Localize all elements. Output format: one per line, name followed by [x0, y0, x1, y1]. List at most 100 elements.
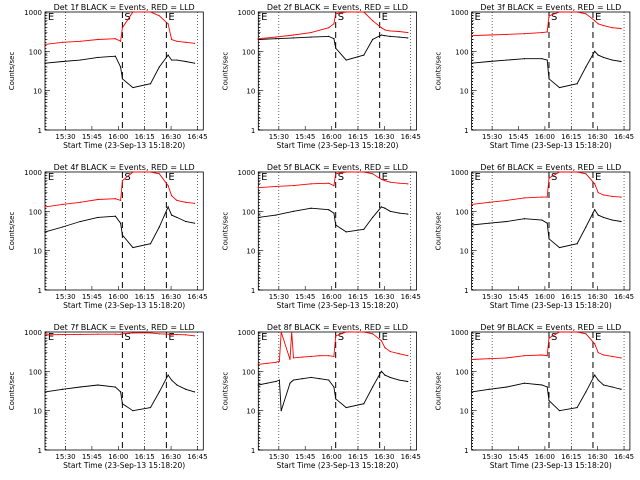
data-point [266, 382, 268, 384]
data-point [389, 35, 391, 37]
x-axis-label: Start Time (23-Sep-13 15:18:20) [490, 301, 612, 310]
event-marker-label: E [474, 332, 480, 343]
panel-title: Det 6f BLACK = Events, RED = LLD [480, 163, 621, 172]
data-point [61, 226, 64, 228]
data-point [310, 31, 312, 34]
x-tick-label: 16:30 [374, 453, 394, 461]
y-tick-label: 1000 [24, 329, 42, 337]
data-point [488, 358, 490, 360]
x-tick-label: 16:30 [374, 293, 394, 301]
data-point [363, 11, 365, 13]
data-point [121, 403, 123, 405]
data-point [558, 410, 561, 412]
data-point [328, 355, 330, 357]
data-point [289, 382, 291, 384]
data-point [61, 333, 64, 336]
data-point [602, 194, 605, 196]
data-point [488, 60, 490, 63]
data-point [121, 333, 123, 335]
y-tick-label: 10 [33, 88, 42, 96]
data-point [328, 379, 330, 381]
data-point [541, 31, 543, 34]
data-point [149, 332, 152, 334]
event-marker-label: S [551, 332, 557, 343]
x-tick-label: 16:45 [187, 453, 207, 461]
data-point [149, 243, 152, 245]
data-point [506, 220, 508, 223]
x-tick-label: 16:45 [614, 133, 634, 141]
data-point [158, 15, 160, 17]
data-point [541, 196, 543, 198]
x-tick-label: 16:00 [321, 453, 341, 461]
data-point [380, 206, 383, 208]
data-point [120, 40, 122, 42]
y-tick-label: 1 [251, 127, 255, 135]
data-point [79, 333, 81, 335]
data-point [158, 66, 160, 68]
data-point [611, 355, 613, 357]
x-axis-label: Start Time (23-Sep-13 15:18:20) [276, 301, 398, 310]
data-point [171, 38, 173, 41]
data-point [546, 59, 548, 61]
y-tick-label: 1000 [451, 169, 469, 177]
data-point [345, 231, 347, 233]
data-point [167, 333, 169, 335]
x-tick-label: 16:00 [108, 293, 128, 301]
data-point [158, 333, 160, 335]
data-point [280, 331, 282, 333]
data-point [292, 34, 295, 36]
data-point [620, 196, 622, 198]
data-point [292, 185, 295, 187]
x-tick-label: 16:45 [401, 453, 421, 461]
data-point [558, 331, 561, 333]
data-point [121, 78, 123, 80]
data-point [132, 11, 134, 13]
data-point [597, 23, 599, 25]
x-tick-label: 15:30 [55, 293, 75, 301]
data-point [541, 384, 543, 386]
data-point [345, 59, 347, 61]
data-point [384, 374, 386, 376]
data-point [372, 38, 374, 41]
y-tick-label: 10 [246, 88, 255, 96]
data-point [597, 351, 599, 354]
data-point [121, 27, 123, 29]
data-point [594, 20, 596, 22]
data-point [167, 206, 169, 208]
data-point [398, 212, 400, 214]
data-point [372, 386, 374, 388]
data-point [546, 196, 548, 198]
series-events [258, 34, 408, 61]
panel-title: Det 5f BLACK = Events, RED = LLD [267, 163, 408, 172]
data-point [363, 171, 365, 173]
data-point [523, 382, 525, 384]
data-point [167, 54, 169, 56]
data-point [611, 59, 613, 61]
data-point [275, 380, 277, 383]
y-axis-label: Counts/sec [8, 52, 16, 91]
data-point [546, 31, 548, 33]
data-point [576, 83, 578, 85]
data-point [548, 238, 550, 240]
y-tick-label: 100 [29, 48, 42, 56]
x-tick-label: 16:45 [401, 133, 421, 141]
data-point [407, 213, 409, 215]
y-tick-label: 100 [242, 368, 255, 376]
data-point [44, 231, 46, 233]
data-point [363, 54, 365, 56]
x-tick-label: 15:45 [508, 133, 528, 141]
series-events [44, 205, 195, 249]
data-point [120, 333, 122, 335]
data-point [407, 31, 409, 34]
plot-frame [471, 331, 631, 451]
data-point [333, 185, 335, 187]
data-point [158, 391, 160, 393]
data-point [149, 171, 152, 173]
plot-frame [44, 11, 204, 131]
plot-frame [257, 11, 417, 131]
y-tick-label: 1 [251, 287, 255, 295]
data-point [471, 203, 473, 206]
data-point [620, 388, 622, 390]
event-marker-label: E [261, 332, 267, 343]
data-point [576, 406, 578, 409]
